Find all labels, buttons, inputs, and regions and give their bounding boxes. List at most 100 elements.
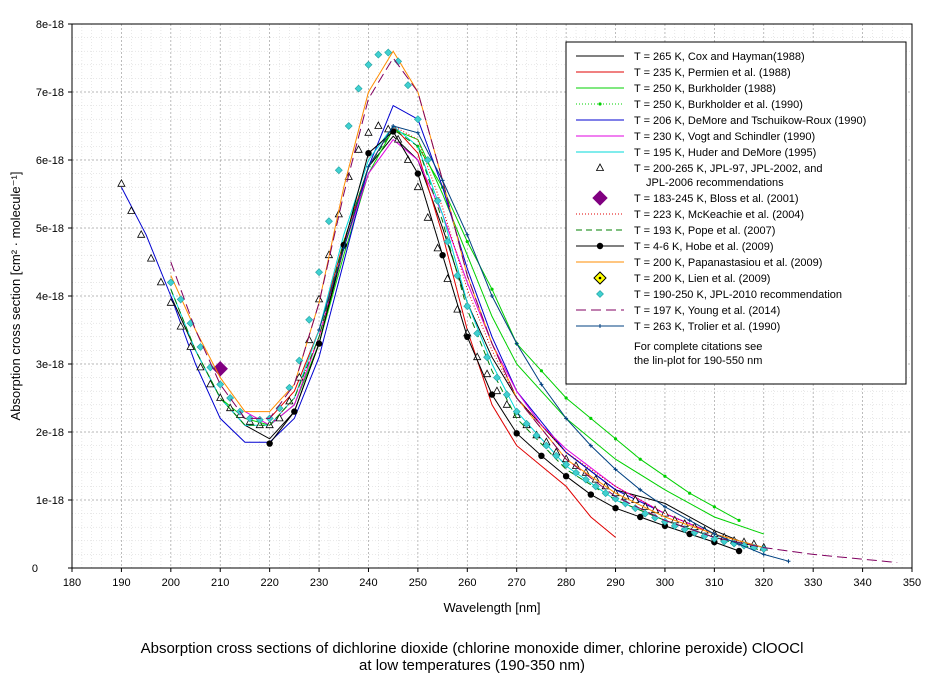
data-point bbox=[532, 431, 541, 440]
data-point bbox=[275, 404, 284, 413]
x-tick-label: 220 bbox=[260, 577, 278, 589]
series-line bbox=[417, 146, 740, 521]
data-point bbox=[255, 420, 264, 429]
legend-item: T = 183-245 K, Bloss et al. (2001) bbox=[592, 190, 799, 206]
data-point bbox=[364, 127, 373, 136]
legend-item: T = 193 K, Pope et al. (2007) bbox=[576, 225, 775, 237]
data-point bbox=[265, 420, 274, 429]
data-point bbox=[291, 408, 298, 415]
data-point bbox=[433, 196, 442, 205]
x-tick-label: 300 bbox=[656, 577, 674, 589]
figure-caption: Absorption cross sections of dichlorine … bbox=[0, 640, 944, 674]
data-point bbox=[364, 60, 373, 69]
data-point bbox=[465, 240, 469, 244]
legend-label: T = 263 K, Trolier et al. (1990) bbox=[634, 321, 780, 333]
data-point bbox=[389, 128, 397, 135]
legend-note: the lin-plot for 190-550 nm bbox=[634, 355, 762, 367]
data-point bbox=[464, 333, 471, 340]
data-point bbox=[344, 122, 353, 130]
data-point bbox=[206, 363, 215, 372]
data-point bbox=[587, 491, 595, 498]
y-tick-label: 7e-18 bbox=[36, 87, 64, 99]
x-tick-label: 260 bbox=[458, 577, 476, 589]
data-point bbox=[539, 382, 544, 387]
data-point bbox=[641, 501, 650, 510]
legend-label: T = 193 K, Pope et al. (2007) bbox=[634, 225, 775, 237]
legend-item: T = 200-265 K, JPL-97, JPL-2002, and JPL-… bbox=[595, 163, 822, 189]
data-point bbox=[393, 134, 403, 143]
data-point bbox=[514, 341, 519, 346]
data-point bbox=[137, 229, 146, 238]
data-point bbox=[423, 156, 432, 164]
data-point bbox=[552, 451, 561, 460]
data-point bbox=[216, 380, 225, 389]
data-point bbox=[502, 399, 511, 408]
data-point bbox=[374, 121, 383, 129]
x-tick-label: 320 bbox=[755, 577, 773, 589]
y-tick-label: 3e-18 bbox=[36, 359, 64, 371]
y-tick-label: 1e-18 bbox=[36, 495, 64, 507]
data-point bbox=[637, 513, 644, 521]
data-point bbox=[315, 340, 323, 347]
data-point bbox=[166, 278, 175, 287]
data-point bbox=[465, 232, 470, 237]
data-point bbox=[539, 369, 544, 373]
legend-item: T = 190-250 K, JPL-2010 recommendation bbox=[596, 289, 842, 301]
data-point bbox=[334, 166, 343, 175]
data-point bbox=[564, 396, 568, 400]
data-point bbox=[413, 115, 422, 124]
x-tick-label: 280 bbox=[557, 577, 575, 589]
legend-item: T = 200 K, Papanastasiou et al. (2009) bbox=[576, 257, 822, 269]
series-line bbox=[170, 50, 764, 549]
x-tick-label: 310 bbox=[705, 577, 723, 589]
legend-label: T = 223 K, McKeachie et al. (2004) bbox=[634, 209, 804, 221]
legend-item: T = 235 K, Permien et al. (1988) bbox=[576, 67, 791, 79]
data-point bbox=[712, 532, 717, 536]
data-point bbox=[786, 559, 791, 564]
data-point bbox=[735, 547, 743, 555]
data-point bbox=[663, 474, 667, 478]
data-point bbox=[641, 509, 650, 518]
x-tick-label: 240 bbox=[359, 577, 377, 589]
data-point bbox=[473, 329, 482, 338]
legend-label: T = 197 K, Young et al. (2014) bbox=[634, 305, 780, 317]
data-point bbox=[354, 144, 363, 153]
data-point bbox=[490, 287, 494, 291]
data-point bbox=[513, 430, 520, 437]
data-point bbox=[613, 467, 618, 472]
data-point bbox=[212, 361, 228, 377]
data-point bbox=[591, 482, 600, 491]
data-point bbox=[737, 518, 741, 523]
legend-label: T = 200-265 K, JPL-97, JPL-2002, and bbox=[634, 163, 822, 175]
x-tick-label: 200 bbox=[162, 577, 180, 589]
data-point bbox=[492, 386, 502, 395]
data-point bbox=[225, 403, 235, 412]
data-point bbox=[612, 504, 619, 512]
data-point bbox=[117, 178, 126, 187]
data-point bbox=[196, 343, 205, 351]
data-point bbox=[761, 552, 766, 557]
legend-item: T = 197 K, Young et al. (2014) bbox=[576, 305, 780, 317]
data-point bbox=[443, 237, 452, 246]
legend-item: T = 230 K, Vogt and Schindler (1990) bbox=[576, 131, 815, 143]
data-point bbox=[564, 416, 569, 421]
data-point bbox=[413, 182, 423, 191]
data-point bbox=[661, 517, 669, 526]
data-point bbox=[453, 271, 462, 280]
data-point bbox=[206, 379, 215, 388]
data-point bbox=[538, 452, 545, 459]
data-point bbox=[374, 50, 383, 59]
data-point bbox=[275, 413, 284, 422]
data-point bbox=[687, 518, 692, 523]
series-8 bbox=[212, 361, 228, 377]
data-point bbox=[572, 468, 580, 477]
x-tick-label: 210 bbox=[211, 577, 229, 589]
data-point bbox=[483, 353, 491, 362]
data-point bbox=[415, 130, 420, 135]
series-11 bbox=[266, 128, 743, 555]
data-point bbox=[463, 302, 472, 311]
data-point bbox=[712, 505, 716, 509]
legend-item: T = 250 K, Burkholder et al. (1990) bbox=[576, 99, 803, 111]
data-point bbox=[245, 414, 254, 423]
data-point bbox=[490, 294, 494, 298]
